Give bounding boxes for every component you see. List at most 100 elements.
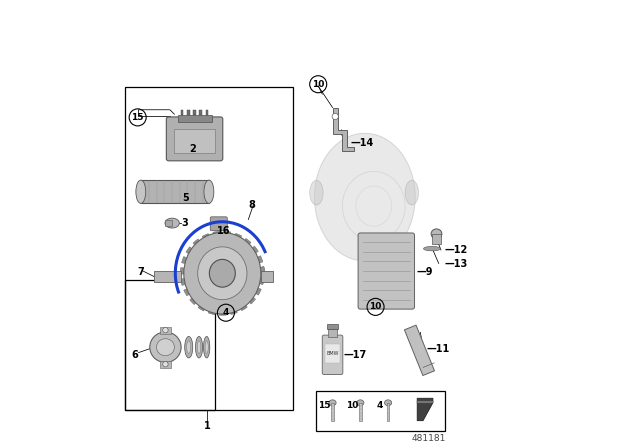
Bar [417,401,433,403]
Ellipse shape [204,180,214,203]
Wedge shape [198,273,222,311]
Text: —11: —11 [427,345,450,354]
Text: 1: 1 [204,422,211,431]
Bar [328,329,337,337]
Ellipse shape [165,218,179,228]
Text: —12: —12 [445,245,468,255]
Bar [160,327,171,334]
Text: 10: 10 [346,401,358,410]
Ellipse shape [405,180,419,205]
Text: 8: 8 [248,200,255,210]
FancyBboxPatch shape [358,233,415,309]
Ellipse shape [205,341,208,353]
Wedge shape [193,239,222,273]
Bar [193,110,196,115]
Text: 4: 4 [223,308,229,317]
Wedge shape [208,273,222,314]
Text: 10: 10 [369,302,381,311]
Bar [327,324,339,329]
Circle shape [332,113,339,120]
Wedge shape [180,267,222,274]
Ellipse shape [431,229,442,239]
Text: 3: 3 [181,218,188,228]
Bar [174,129,215,153]
Wedge shape [202,233,222,273]
Circle shape [163,327,168,333]
Polygon shape [423,363,435,367]
Text: BMW: BMW [326,350,339,356]
Ellipse shape [310,180,323,205]
Ellipse shape [184,233,261,314]
Ellipse shape [356,400,364,406]
Text: —9: —9 [417,267,433,277]
Bar [180,110,184,115]
Wedge shape [222,273,247,310]
Ellipse shape [204,336,210,358]
FancyBboxPatch shape [323,335,343,375]
Bar [200,110,202,115]
Wedge shape [189,273,222,305]
Text: 10: 10 [312,80,324,89]
Ellipse shape [136,180,146,203]
Text: 16: 16 [218,226,231,236]
Ellipse shape [314,134,415,261]
Bar [125,87,293,410]
Wedge shape [180,273,222,285]
Bar [187,110,189,115]
Bar [316,391,445,431]
Bar [431,234,442,244]
Text: —13: —13 [445,259,468,269]
Bar [160,361,171,368]
Wedge shape [222,233,242,273]
Ellipse shape [424,246,440,251]
Text: 481181: 481181 [412,434,446,443]
Wedge shape [222,238,251,273]
Ellipse shape [187,341,191,353]
Wedge shape [222,267,264,273]
Wedge shape [222,231,231,273]
Bar [154,271,181,282]
Wedge shape [186,247,222,273]
Wedge shape [222,273,261,295]
FancyBboxPatch shape [166,117,223,161]
Bar [165,220,172,226]
Bar [332,403,334,421]
Text: —14: —14 [351,138,374,148]
Wedge shape [222,273,255,304]
Ellipse shape [185,336,193,358]
Wedge shape [213,231,222,273]
Ellipse shape [198,247,247,300]
Wedge shape [222,256,263,273]
Bar [125,280,215,410]
Wedge shape [222,273,237,314]
Text: 4: 4 [377,401,383,410]
Ellipse shape [385,400,392,406]
Bar [177,115,212,122]
Bar [387,403,389,421]
Bar [141,180,209,203]
Text: 7: 7 [138,267,144,277]
Bar [261,271,273,282]
Ellipse shape [329,400,336,406]
Bar [206,110,209,115]
Polygon shape [333,108,354,151]
Circle shape [163,362,168,367]
Wedge shape [222,246,259,273]
Text: 6: 6 [132,350,138,360]
Ellipse shape [197,341,201,353]
Polygon shape [404,325,435,375]
Wedge shape [222,267,264,273]
Polygon shape [417,398,433,421]
Bar [325,344,340,363]
Text: 2: 2 [189,144,196,154]
Wedge shape [182,257,222,273]
Ellipse shape [150,332,181,362]
Ellipse shape [156,339,174,356]
Wedge shape [184,273,222,296]
Bar [359,403,362,421]
Ellipse shape [195,336,203,358]
Text: 15: 15 [318,401,331,410]
FancyBboxPatch shape [210,217,227,231]
Text: 5: 5 [182,193,189,203]
Text: 15: 15 [131,113,144,122]
